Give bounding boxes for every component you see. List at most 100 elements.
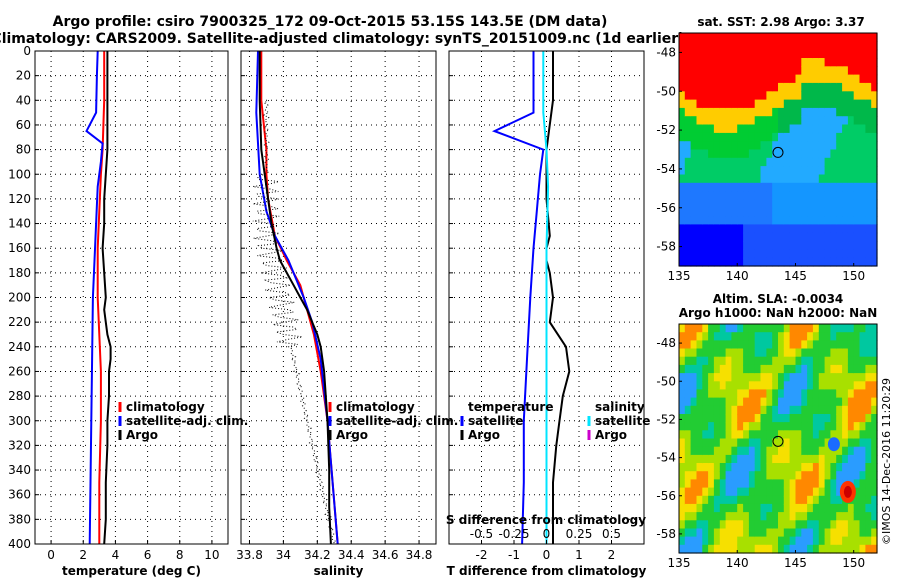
map-cell — [795, 479, 802, 489]
map-cell — [725, 364, 732, 374]
map-cell — [859, 454, 866, 464]
map-cell — [754, 356, 762, 366]
map-cell — [824, 495, 831, 505]
map-cell — [830, 422, 837, 431]
map-cell — [679, 157, 686, 167]
map-cell — [690, 520, 697, 530]
map-cell — [865, 157, 872, 167]
map-cell — [842, 157, 849, 167]
map-cell — [778, 324, 785, 333]
map-cell — [842, 249, 849, 259]
map-cell — [760, 41, 767, 51]
map-cell — [842, 430, 849, 440]
map-cell — [737, 463, 744, 472]
map-cell — [696, 99, 703, 109]
map-cell — [748, 41, 756, 51]
map-cell — [684, 232, 692, 242]
map-cell — [719, 232, 727, 242]
map-cell — [702, 82, 709, 92]
map-cell — [818, 74, 826, 84]
map-cell — [871, 381, 878, 391]
x-tick-label: 6 — [144, 548, 152, 562]
map-cell — [824, 364, 831, 374]
map-cell — [812, 340, 820, 350]
map-cell — [737, 232, 744, 242]
map-cell — [743, 397, 750, 407]
map-cell — [713, 249, 721, 259]
map-cell — [684, 463, 692, 472]
map-cell — [713, 124, 721, 134]
map-cell — [847, 356, 855, 366]
map-cell — [748, 74, 756, 84]
map-cell — [847, 124, 855, 134]
map-cell — [748, 33, 756, 42]
map-cell — [853, 446, 861, 456]
map-cell — [789, 373, 796, 382]
map-cell — [754, 520, 762, 530]
map-cell — [713, 340, 721, 350]
map-cell — [754, 41, 762, 51]
map-cell — [842, 41, 849, 51]
map-y-tick-label: -50 — [656, 84, 676, 98]
map-cell — [783, 257, 791, 267]
map-cell — [824, 454, 831, 464]
map-cell — [772, 99, 779, 109]
map-cell — [690, 544, 697, 554]
map-cell — [847, 232, 855, 242]
map-cell — [783, 82, 791, 92]
map-cell — [859, 124, 866, 134]
map-cell — [824, 544, 831, 554]
map-cell — [696, 381, 703, 391]
map-cell — [818, 405, 826, 415]
map-cell — [684, 157, 692, 167]
map-cell — [801, 495, 808, 505]
map-cell — [766, 232, 773, 242]
map-cell — [731, 356, 738, 366]
map-cell — [795, 332, 802, 341]
map-cell — [760, 191, 767, 200]
map-cell — [708, 356, 715, 366]
map-cell — [725, 182, 732, 192]
map-cell — [754, 471, 762, 480]
map-cell — [737, 107, 744, 117]
map-cell — [807, 207, 814, 217]
map-cell — [836, 414, 843, 423]
map-cell — [783, 116, 791, 126]
map-cell — [824, 58, 831, 67]
map-cell — [824, 91, 831, 101]
map-cell — [836, 241, 843, 250]
map-cell — [847, 430, 855, 440]
map-cell — [847, 191, 855, 200]
map-cell — [807, 495, 814, 505]
map-cell — [696, 91, 703, 101]
map-cell — [818, 356, 826, 366]
map-cell — [702, 430, 709, 440]
map-cell — [853, 166, 861, 175]
map-cell — [731, 33, 738, 42]
map-cell — [807, 216, 814, 225]
map-cell — [830, 82, 837, 92]
map-cell — [865, 82, 872, 92]
map-cell — [743, 107, 750, 117]
x-tick-label: -1 — [508, 548, 520, 562]
map-cell — [812, 66, 820, 76]
map-cell — [847, 446, 855, 456]
map-cell — [801, 536, 808, 546]
map-cell — [696, 503, 703, 513]
map-cell — [743, 389, 750, 399]
map-cell — [789, 528, 796, 538]
map-cell — [679, 430, 686, 440]
map-cell — [865, 199, 872, 209]
map-cell — [795, 373, 802, 382]
map-cell — [702, 324, 709, 333]
map-cell — [812, 241, 820, 250]
map-cell — [690, 207, 697, 217]
map-cell — [679, 544, 686, 554]
x-axis-label: temperature (deg C) — [62, 564, 201, 578]
map-cell — [812, 174, 820, 184]
map-cell — [708, 332, 715, 341]
sla-low-anomaly — [827, 437, 840, 452]
map-cell — [859, 397, 866, 407]
map-cell — [853, 58, 861, 67]
map-cell — [865, 364, 872, 374]
